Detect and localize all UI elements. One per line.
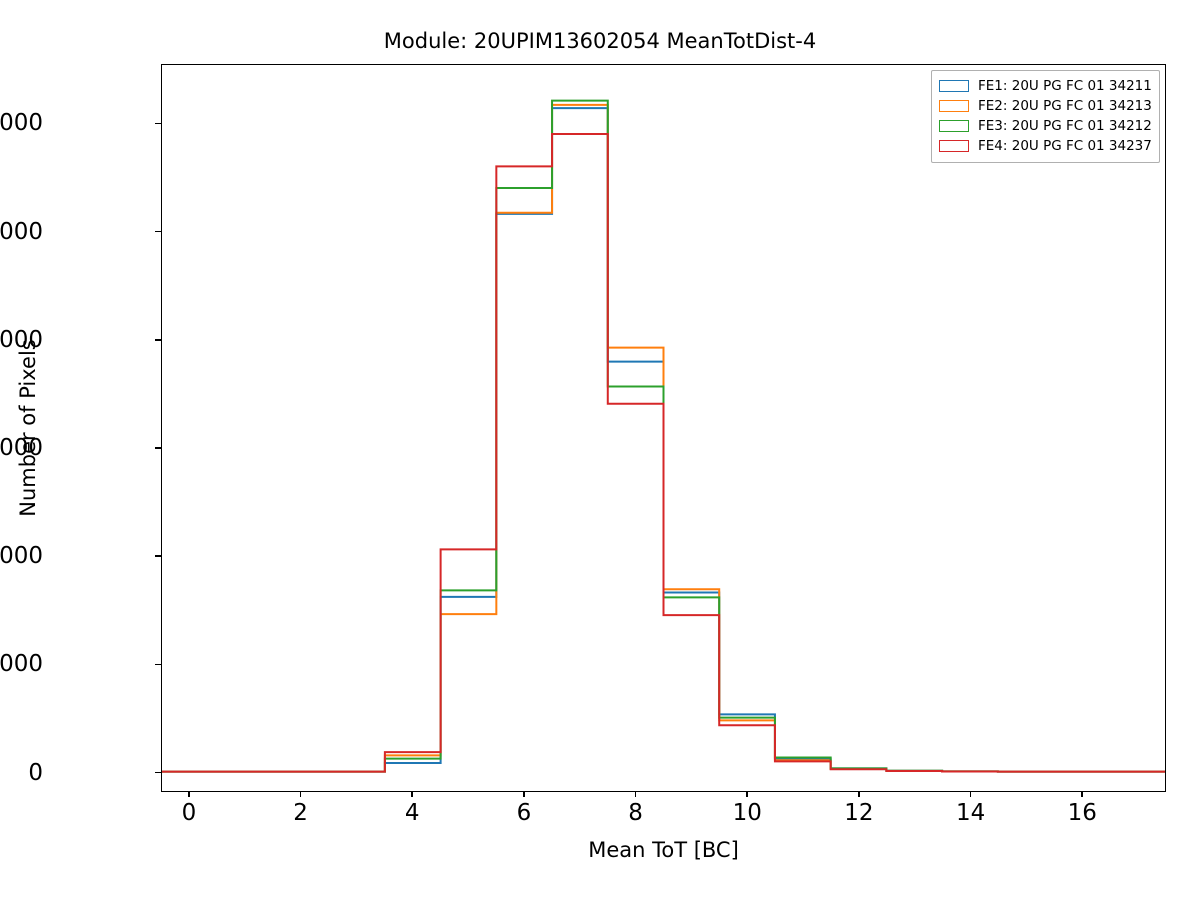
y-tick-label: 4000 (0, 326, 43, 353)
x-tick-mark (858, 791, 860, 797)
x-tick-mark (969, 791, 972, 797)
x-tick-label: 8 (628, 800, 643, 826)
legend-item: FE1: 20U PG FC 01 34211 (939, 76, 1152, 96)
y-axis-label: Number of Pixels (16, 339, 40, 517)
histogram-step-lines (162, 65, 1165, 791)
y-tick-mark (155, 122, 161, 125)
x-tick-label: 16 (1067, 800, 1097, 826)
x-tick-mark (523, 791, 525, 797)
legend-item: FE3: 20U PG FC 01 34212 (939, 116, 1152, 136)
legend-swatch-icon (939, 140, 969, 152)
y-tick-label: 6000 (0, 110, 43, 137)
page-title: Module: 20UPIM13602054 MeanTotDist-4 (383, 29, 817, 53)
y-tick-label: 3000 (0, 435, 43, 461)
y-tick-mark (155, 663, 161, 666)
y-tick-label: 1000 (0, 651, 43, 678)
legend-swatch-icon (939, 120, 969, 132)
y-tick-mark (155, 230, 161, 233)
series-line-4 (162, 134, 1165, 772)
legend-label: FE1: 20U PG FC 01 34211 (978, 78, 1152, 94)
x-tick-mark (1081, 791, 1084, 797)
legend: FE1: 20U PG FC 01 34211 FE2: 20U PG FC 01… (931, 70, 1160, 163)
y-tick-label: 2000 (0, 543, 43, 570)
x-tick-mark (746, 791, 749, 797)
x-tick-mark (188, 791, 190, 797)
y-tick-mark (155, 771, 161, 774)
x-axis-label: Mean ToT [BC] (588, 838, 739, 862)
legend-label: FE3: 20U PG FC 01 34212 (978, 118, 1152, 134)
x-tick-mark (411, 791, 414, 797)
y-tick-mark (155, 555, 161, 557)
x-tick-label: 12 (844, 800, 874, 826)
x-tick-label: 14 (955, 800, 986, 826)
x-tick-mark (634, 791, 637, 797)
x-tick-label: 6 (516, 800, 532, 826)
x-tick-mark (299, 791, 302, 797)
plot-area (161, 64, 1166, 792)
legend-item: FE4: 20U PG FC 01 34237 (939, 136, 1152, 156)
x-tick-label: 10 (732, 800, 762, 826)
y-tick-mark (155, 339, 161, 341)
y-tick-label: 5000 (0, 218, 43, 245)
y-tick-mark (155, 447, 161, 449)
legend-swatch-icon (939, 80, 969, 92)
legend-item: FE2: 20U PG FC 01 34213 (939, 96, 1152, 116)
x-tick-label: 0 (181, 800, 197, 826)
legend-label: FE2: 20U PG FC 01 34213 (978, 98, 1152, 114)
legend-label: FE4: 20U PG FC 01 34237 (978, 138, 1152, 154)
x-tick-label: 4 (404, 800, 420, 826)
legend-swatch-icon (939, 100, 969, 112)
x-tick-label: 2 (293, 800, 308, 826)
y-tick-label: 0 (28, 759, 43, 786)
